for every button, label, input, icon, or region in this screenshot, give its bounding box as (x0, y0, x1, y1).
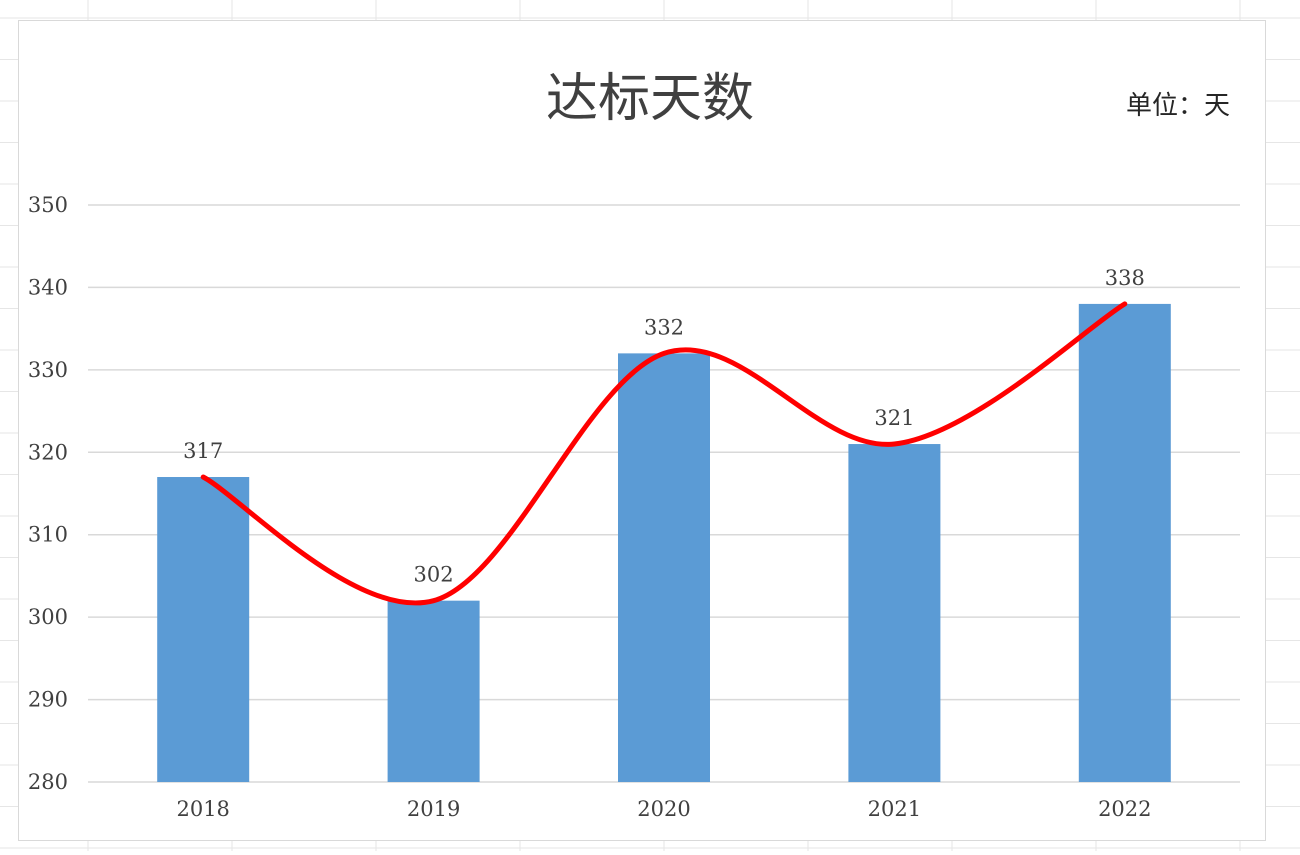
bar[interactable] (848, 444, 941, 782)
x-tick-label: 2022 (1098, 797, 1151, 821)
data-label: 317 (183, 439, 223, 463)
x-axis: 2018 2019 2020 2021 2022 (176, 797, 1151, 821)
y-tick-label: 350 (28, 193, 68, 217)
y-tick-label: 290 (28, 688, 68, 712)
y-axis: 280 290 300 310 320 330 340 350 (28, 193, 68, 794)
data-label: 338 (1105, 266, 1145, 290)
bar[interactable] (1078, 303, 1171, 782)
bar[interactable] (157, 477, 250, 782)
y-tick-label: 300 (28, 605, 68, 629)
bar[interactable] (387, 600, 480, 782)
unit-label: 单位：天 (1126, 91, 1230, 121)
y-tick-label: 310 (28, 523, 68, 547)
x-tick-label: 2018 (176, 797, 229, 821)
y-tick-label: 320 (28, 440, 68, 464)
data-label: 332 (644, 315, 684, 339)
y-tick-label: 340 (28, 275, 68, 299)
trend-line-group (200, 301, 1128, 606)
y-tick-label: 330 (28, 358, 68, 382)
y-tick-label: 280 (28, 770, 68, 794)
data-label: 321 (874, 406, 914, 430)
data-labels: 317 302 332 321 338 (183, 266, 1145, 587)
chart-title: 达标天数 (546, 69, 754, 129)
bar[interactable] (618, 353, 710, 782)
bar-series (157, 303, 1171, 782)
trend-line (200, 301, 1128, 606)
data-label: 302 (414, 563, 454, 587)
x-tick-label: 2019 (407, 797, 460, 821)
x-tick-label: 2021 (868, 797, 921, 821)
x-tick-label: 2020 (637, 797, 690, 821)
